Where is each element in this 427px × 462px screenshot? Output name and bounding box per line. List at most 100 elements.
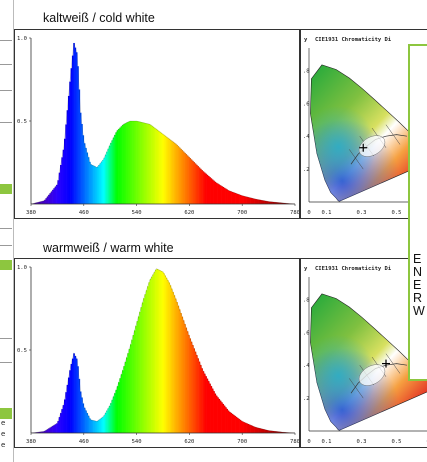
spectrum-bar (170, 288, 173, 433)
spectrum-bar (247, 423, 250, 433)
spectrum-bar (252, 198, 255, 204)
spectrum-bar (214, 393, 217, 433)
spectrum-bar (206, 378, 209, 433)
spectrum-bar (77, 366, 79, 433)
spectrum-bar (45, 430, 48, 433)
spectrum-bar (172, 291, 174, 433)
spectrum-bar (251, 198, 254, 204)
spectrum-bar (93, 165, 95, 204)
spectrum-bar (226, 189, 228, 204)
spectrum-bar (265, 430, 268, 433)
spectrum-bar (209, 177, 211, 204)
left-sidebar: e e e (0, 0, 14, 462)
spectrum-bar (240, 420, 243, 433)
spectrum-bar (108, 405, 111, 433)
cie-x-tick-label: 0.3 (357, 210, 367, 216)
spectrum-bar (82, 135, 85, 204)
spectrum-bar (185, 154, 188, 204)
spectrum-bar (165, 136, 168, 204)
spectrum-bar (56, 184, 58, 204)
spectrum-bar (42, 431, 45, 433)
spectrum-bar (74, 355, 77, 433)
spectrum-bar (181, 316, 184, 433)
spectrum-bar (73, 353, 75, 433)
spectrum-bar (89, 161, 91, 204)
spectrum-bar (139, 121, 141, 204)
spectrum-bar (174, 298, 177, 433)
cie-x-tick-label: 0 (307, 439, 310, 445)
spectrum-bar (104, 412, 107, 433)
isotherm-line (385, 124, 401, 145)
spectrum-bar (87, 157, 90, 204)
sidebar-item-label[interactable]: e (1, 430, 6, 438)
spectrum-bar (153, 127, 156, 204)
x-tick-label: 700 (237, 210, 247, 216)
spectrum-bar (199, 168, 202, 204)
x-tick-label: 780 (290, 210, 299, 216)
spectrum-bar (118, 382, 120, 433)
spectrum-bar (144, 294, 147, 433)
sidebar-active-item[interactable] (0, 260, 12, 270)
note-line: E (413, 252, 422, 266)
spectrum-bar (262, 200, 264, 204)
spectrum-bar (184, 323, 186, 433)
spectrum-bar (120, 374, 123, 433)
spectrum-bar (232, 414, 235, 433)
spectrum-bar (211, 388, 214, 433)
sidebar-divider (0, 122, 12, 123)
spectrum-bar (75, 52, 78, 204)
spectrum-bar (276, 202, 279, 204)
isotherm-line (385, 353, 401, 374)
spectrum-bar (217, 183, 219, 204)
spectrum-bar (143, 298, 145, 433)
spectrum-bar (111, 399, 114, 433)
spectrum-bar (184, 152, 186, 204)
spectrum-bar (209, 383, 211, 433)
spectrum-bar (141, 122, 144, 204)
spectrum-bar (131, 121, 133, 204)
spectrum-bar (124, 361, 127, 433)
spectrum-bar (161, 271, 164, 433)
isotherm-line (349, 149, 364, 170)
spectrum-bar (268, 201, 271, 204)
sidebar-item-label[interactable]: e (1, 419, 6, 427)
spectrum-bar (86, 152, 89, 204)
spectrum-bar (147, 286, 149, 433)
spectrum-bar (38, 201, 41, 204)
spectrum-bar (116, 386, 119, 433)
spectrum-bar (118, 128, 120, 204)
spectrum-bar (79, 391, 82, 433)
y-tick-label: 1.0 (17, 36, 27, 42)
x-tick-label: 700 (237, 439, 247, 445)
spectrum-bar (201, 170, 203, 204)
spectrum-bar (235, 416, 238, 433)
spectrum-bar (137, 121, 140, 204)
spectrum-bar (56, 423, 58, 433)
spectrum-bar (277, 202, 280, 204)
spectrum-bar (79, 112, 82, 204)
spectrum-bar (239, 419, 242, 433)
spectrum-bar (192, 345, 194, 433)
sidebar-active-item[interactable] (0, 184, 12, 194)
spectrum-bar (71, 358, 74, 433)
sidebar-item-label[interactable]: e (1, 441, 6, 449)
spectrum-bar (115, 389, 118, 433)
spectrum-bar (234, 415, 236, 433)
spectrum-bar (65, 124, 67, 204)
spectrum-bar (145, 290, 148, 433)
x-tick-label: 780 (290, 439, 299, 445)
spectrum-bars (31, 268, 296, 433)
cie-diagram-warm: CIE1931 Chromaticity Di y .8 .6 .4 .2 0 0.1 0.3 0… (303, 266, 427, 445)
spectrum-bar (275, 202, 277, 204)
spectrum-bar (213, 391, 215, 433)
spectrum-bar (186, 155, 189, 204)
spectrum-bar (94, 420, 96, 433)
spectrum-bar (159, 270, 161, 433)
sidebar-active-item[interactable] (0, 408, 12, 419)
spectrum-bar (91, 420, 94, 433)
spectrum-bar (147, 123, 149, 204)
spectrum-bar (46, 196, 49, 204)
spectrum-bar (190, 159, 193, 204)
spectrum-bar (210, 178, 213, 204)
spectrum-bar (181, 150, 184, 204)
